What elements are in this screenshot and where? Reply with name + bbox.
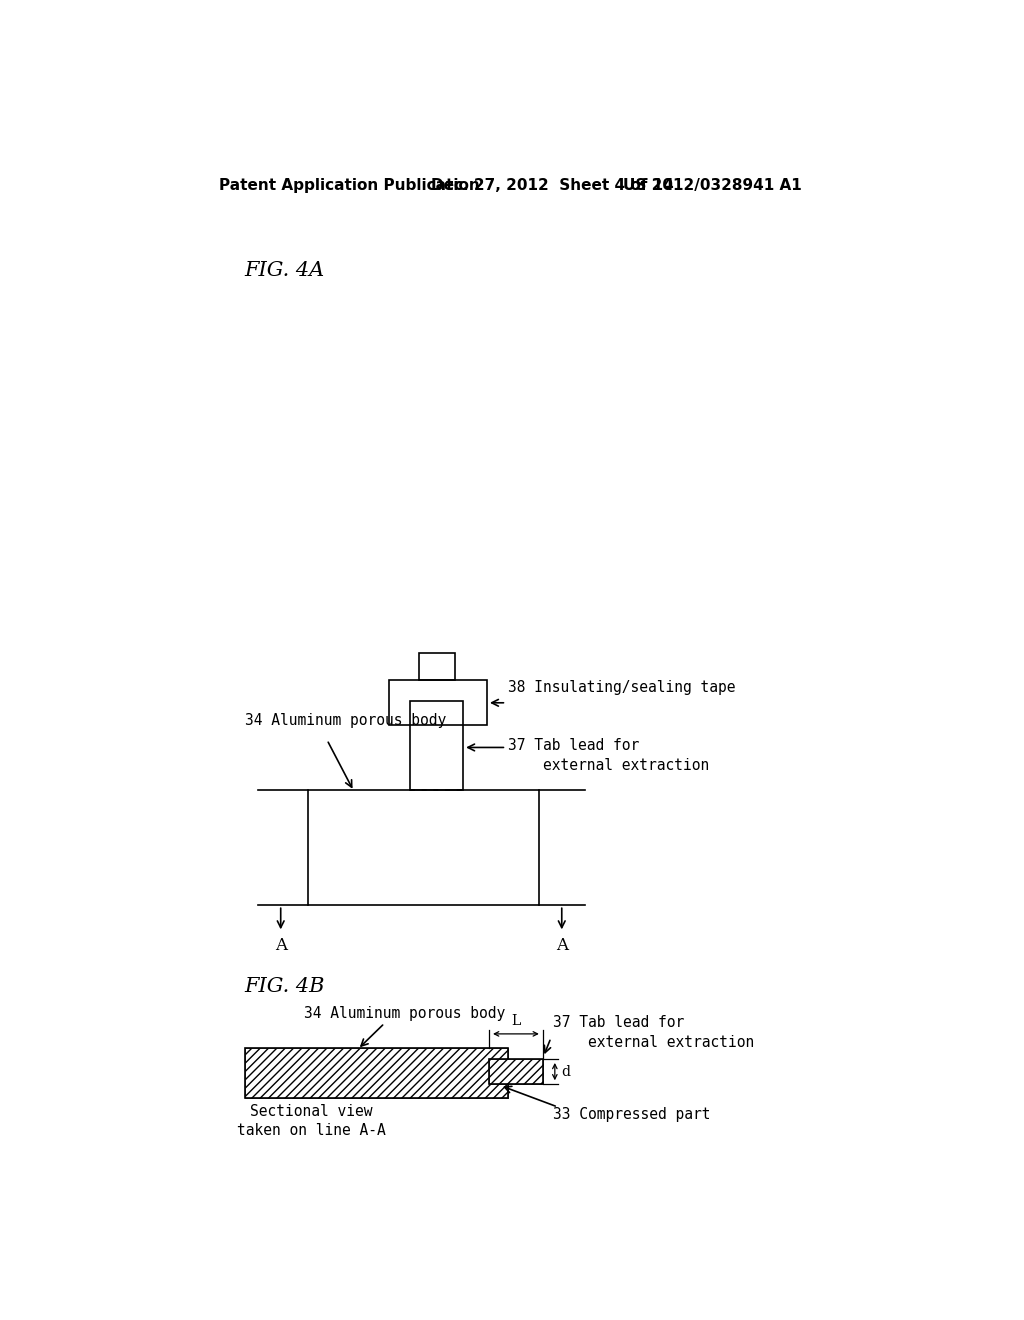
Text: Patent Application Publication: Patent Application Publication: [219, 178, 480, 193]
Bar: [307, 789, 539, 906]
Text: 34 Aluminum porous body: 34 Aluminum porous body: [304, 1006, 505, 1020]
Text: d: d: [561, 1065, 570, 1078]
Text: A: A: [274, 937, 287, 954]
Text: FIG. 4B: FIG. 4B: [245, 977, 325, 995]
Bar: [388, 681, 487, 725]
Text: L: L: [511, 1014, 520, 1028]
Text: 33 Compressed part: 33 Compressed part: [553, 1107, 710, 1122]
Bar: [488, 1059, 544, 1084]
Bar: [245, 1048, 508, 1098]
Text: Dec. 27, 2012  Sheet 4 of 14: Dec. 27, 2012 Sheet 4 of 14: [431, 178, 674, 193]
Text: 37 Tab lead for
    external extraction: 37 Tab lead for external extraction: [553, 1015, 754, 1049]
Bar: [245, 1048, 508, 1098]
Bar: [488, 1059, 544, 1084]
Text: Sectional view
taken on line A-A: Sectional view taken on line A-A: [238, 1104, 386, 1138]
Text: 38 Insulating/sealing tape: 38 Insulating/sealing tape: [508, 680, 735, 694]
Text: 37 Tab lead for
    external extraction: 37 Tab lead for external extraction: [508, 738, 709, 772]
Text: US 2012/0328941 A1: US 2012/0328941 A1: [624, 178, 802, 193]
Text: FIG. 4A: FIG. 4A: [245, 260, 325, 280]
Text: 34 Aluminum porous body: 34 Aluminum porous body: [245, 713, 445, 729]
Text: A: A: [556, 937, 567, 954]
Bar: [410, 701, 463, 789]
Bar: [419, 653, 455, 681]
